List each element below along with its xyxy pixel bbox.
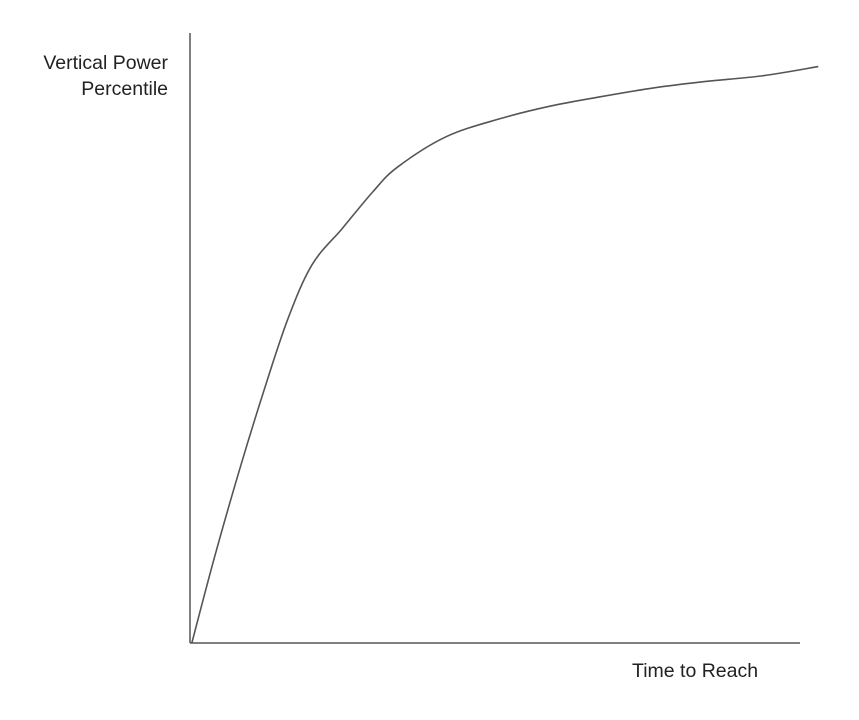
x-axis-label: Time to Reach — [632, 660, 759, 682]
y-axis-label: Vertical Power Percentile — [43, 50, 168, 102]
series-line — [191, 65, 819, 644]
y-axis-label-line-2: Percentile — [81, 78, 168, 100]
y-axis-label-line-1: Vertical Power — [43, 52, 168, 74]
